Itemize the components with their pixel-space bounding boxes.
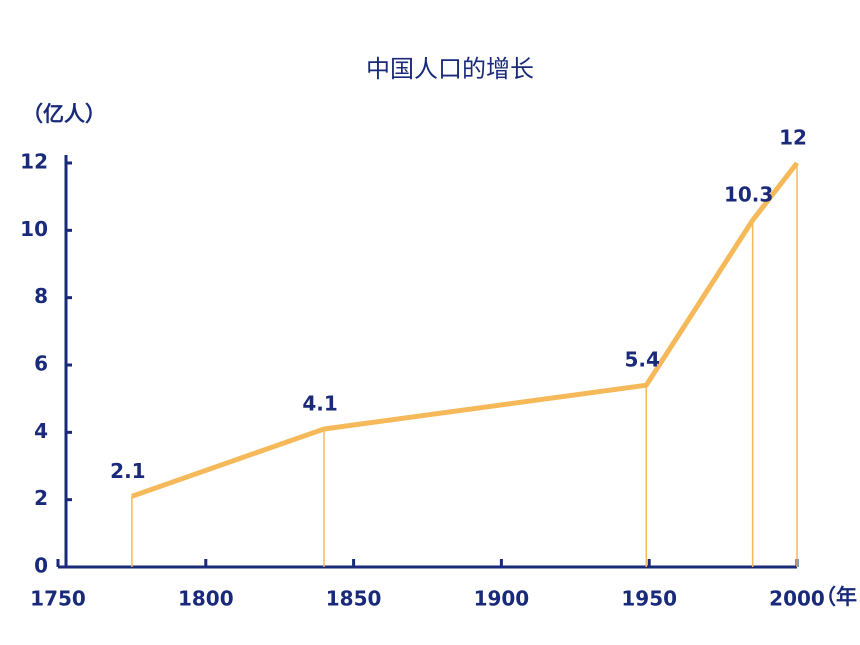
y-tick-label: 12 bbox=[20, 150, 48, 174]
y-tick-label: 2 bbox=[34, 486, 48, 510]
x-tick-label: 2000 bbox=[769, 587, 825, 611]
data-label: 2.1 bbox=[110, 459, 145, 483]
data-label: 4.1 bbox=[302, 391, 337, 415]
x-tick-label: 1950 bbox=[621, 587, 677, 611]
y-tick-label: 4 bbox=[34, 419, 48, 443]
data-label: 10.3 bbox=[724, 183, 773, 207]
data-label: 12 bbox=[779, 126, 807, 150]
x-tick-label: 1800 bbox=[178, 587, 234, 611]
line bbox=[131, 161, 799, 499]
x-tick-label: 1850 bbox=[326, 587, 382, 611]
x-axis-label: （年 bbox=[815, 585, 857, 609]
y-tick-label: 0 bbox=[34, 554, 48, 578]
chart-title: 中国人口的增长 bbox=[366, 55, 534, 83]
y-tick-label: 10 bbox=[20, 217, 48, 241]
x-tick-label: 1750 bbox=[30, 587, 86, 611]
y-tick-label: 6 bbox=[34, 352, 48, 376]
y-tick-label: 8 bbox=[34, 284, 48, 308]
y-axis-label: （亿人） bbox=[22, 102, 106, 126]
x-tick-label: 1900 bbox=[474, 587, 530, 611]
data-label: 5.4 bbox=[625, 348, 660, 372]
